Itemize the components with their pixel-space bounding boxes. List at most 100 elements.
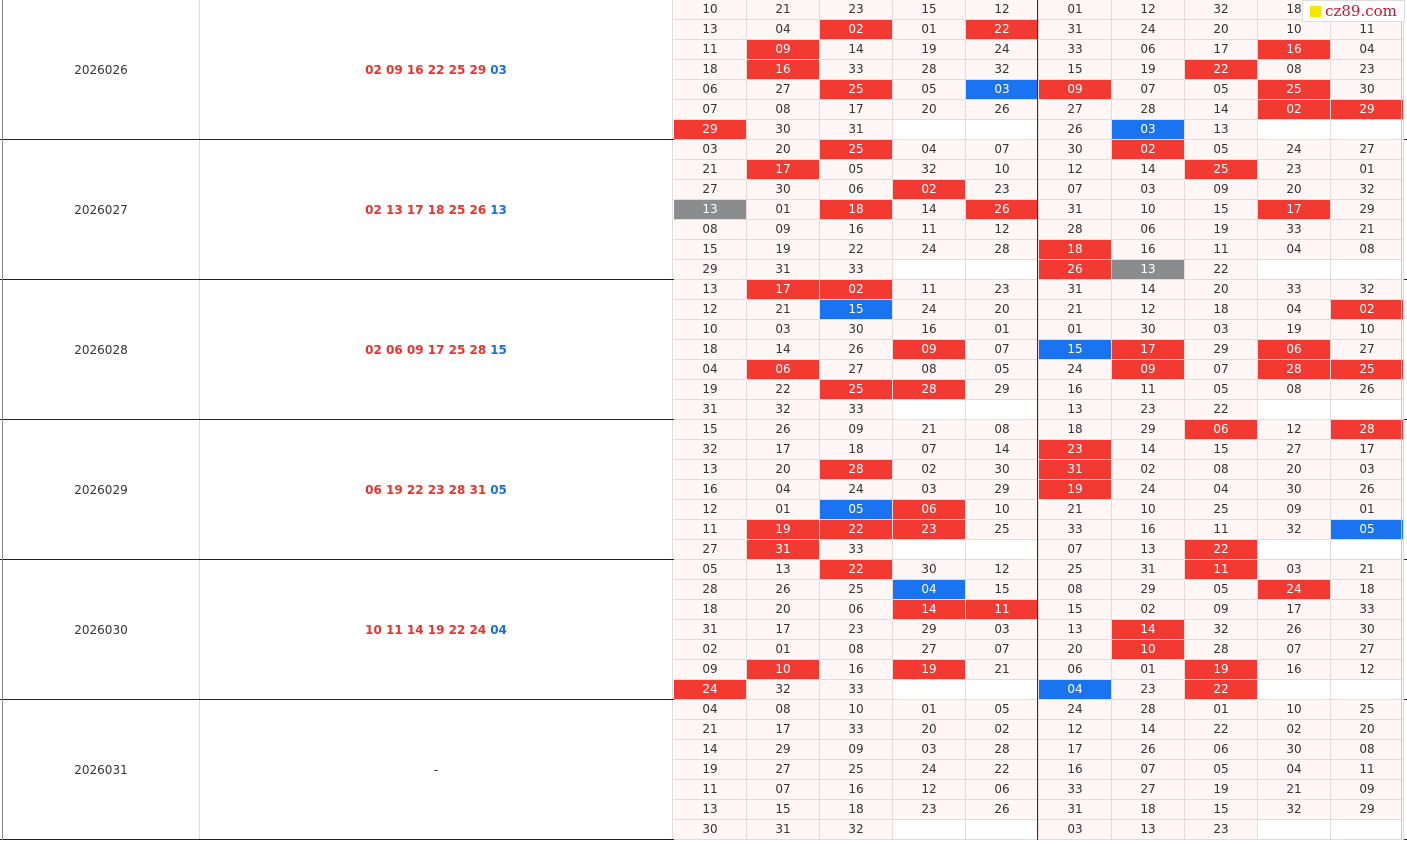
grid-cell: 05 bbox=[1185, 580, 1258, 600]
grid-cell: 31 bbox=[820, 120, 893, 140]
grid-cell: 17 bbox=[747, 160, 820, 180]
grid-cell: 25 bbox=[820, 380, 893, 400]
grid-cell: 23 bbox=[1112, 680, 1185, 700]
grid-cell: 25 bbox=[1331, 700, 1404, 720]
grid-cell bbox=[966, 540, 1039, 560]
grid-cell: 07 bbox=[1112, 80, 1185, 100]
grid-cell: 04 bbox=[1258, 300, 1331, 320]
grid-cell bbox=[893, 260, 966, 280]
grid-cell: 07 bbox=[1185, 360, 1258, 380]
grid-cell: 26 bbox=[1039, 260, 1112, 280]
row-left-border bbox=[2, 560, 3, 700]
grid-cell: 03 bbox=[1185, 320, 1258, 340]
grid-cell: 25 bbox=[820, 140, 893, 160]
red-balls: 02 09 16 22 25 29 bbox=[365, 62, 487, 77]
grid-cell: 23 bbox=[820, 620, 893, 640]
grid-cell: 07 bbox=[1039, 180, 1112, 200]
grid-cell: 22 bbox=[820, 560, 893, 580]
grid-cell: 18 bbox=[1112, 800, 1185, 820]
grid-cell: 23 bbox=[1112, 400, 1185, 420]
grid-cell: 10 bbox=[1331, 320, 1404, 340]
site-watermark[interactable]: cz89.com bbox=[1302, 0, 1405, 22]
grid-cell: 05 bbox=[1185, 140, 1258, 160]
grid-cell: 32 bbox=[820, 820, 893, 840]
grid-cell: 08 bbox=[1258, 380, 1331, 400]
grid-cell: 23 bbox=[1258, 160, 1331, 180]
grid-cell: 15 bbox=[820, 300, 893, 320]
grid-cell: 17 bbox=[747, 280, 820, 300]
grid-cell: 04 bbox=[674, 360, 747, 380]
grid-cell: 20 bbox=[1258, 460, 1331, 480]
red-balls: 10 11 14 19 22 24 bbox=[365, 622, 487, 637]
grid-cell: 01 bbox=[747, 640, 820, 660]
grid-cell: 16 bbox=[674, 480, 747, 500]
grid-cell: 04 bbox=[1039, 680, 1112, 700]
grid-cell: 02 bbox=[820, 20, 893, 40]
grid-cell: 22 bbox=[820, 520, 893, 540]
grid-cell: 33 bbox=[1039, 40, 1112, 60]
grid-cell: 01 bbox=[1331, 160, 1404, 180]
grid-cell: 12 bbox=[966, 220, 1039, 240]
grid-cell: 11 bbox=[893, 280, 966, 300]
grid-cell: 09 bbox=[1185, 180, 1258, 200]
grid-cell: 26 bbox=[1331, 380, 1404, 400]
row-left-border bbox=[2, 280, 3, 420]
grid-cell: 30 bbox=[1112, 320, 1185, 340]
grid-cell: 19 bbox=[674, 380, 747, 400]
grid-cell: 17 bbox=[1112, 340, 1185, 360]
grid-cell bbox=[966, 120, 1039, 140]
grid-cell: 07 bbox=[966, 340, 1039, 360]
grid-cell bbox=[966, 680, 1039, 700]
grid-cell: 24 bbox=[1258, 140, 1331, 160]
grid-cell bbox=[1258, 400, 1331, 420]
blue-ball: 05 bbox=[490, 482, 507, 497]
grid-cell: 12 bbox=[1258, 420, 1331, 440]
grid-cell: 27 bbox=[1331, 340, 1404, 360]
grid-cell: 13 bbox=[674, 280, 747, 300]
grid-cell: 02 bbox=[893, 460, 966, 480]
grid-cell: 33 bbox=[1039, 520, 1112, 540]
grid-cell: 26 bbox=[966, 200, 1039, 220]
grid-cell bbox=[966, 260, 1039, 280]
grid-cell: 22 bbox=[1185, 400, 1258, 420]
grid-cell: 27 bbox=[1331, 640, 1404, 660]
grid-cell: 24 bbox=[893, 300, 966, 320]
grid-cell: 15 bbox=[893, 0, 966, 20]
grid-cell: 26 bbox=[747, 580, 820, 600]
grid-cell: 11 bbox=[674, 40, 747, 60]
grid-cell: 08 bbox=[747, 700, 820, 720]
grid-cell: 16 bbox=[893, 320, 966, 340]
grid-cell: 01 bbox=[966, 320, 1039, 340]
grid-cell: 28 bbox=[1331, 420, 1404, 440]
draw-placeholder: - bbox=[433, 762, 439, 777]
grid-cell: 26 bbox=[966, 100, 1039, 120]
grid-cell bbox=[1258, 260, 1331, 280]
grid-cell: 32 bbox=[1185, 620, 1258, 640]
grid-cell: 14 bbox=[1185, 100, 1258, 120]
grid-cell: 30 bbox=[1331, 80, 1404, 100]
grid-cell: 33 bbox=[820, 540, 893, 560]
grid-cell: 22 bbox=[966, 20, 1039, 40]
grid-cell: 31 bbox=[1039, 20, 1112, 40]
grid-cell: 04 bbox=[747, 20, 820, 40]
grid-cell: 12 bbox=[1039, 720, 1112, 740]
grid-cell: 11 bbox=[674, 780, 747, 800]
grid-cell: 21 bbox=[1331, 220, 1404, 240]
number-grid: 13 17 02 11 23 31 14 20 33 32 12 21 15 24 20 21 12 18 04 02… bbox=[674, 280, 1404, 420]
grid-cell: 03 bbox=[1112, 120, 1185, 140]
grid-cell: 33 bbox=[1258, 280, 1331, 300]
grid-cell: 20 bbox=[1185, 20, 1258, 40]
grid-cell: 23 bbox=[966, 180, 1039, 200]
grid-cell: 18 bbox=[1039, 240, 1112, 260]
grid-cell: 14 bbox=[820, 40, 893, 60]
grid-cell bbox=[1331, 680, 1404, 700]
grid-cell: 09 bbox=[1039, 80, 1112, 100]
grid-cell: 17 bbox=[1039, 740, 1112, 760]
grid-cell: 06 bbox=[1112, 220, 1185, 240]
grid-cell bbox=[1258, 540, 1331, 560]
grid-cell: 33 bbox=[820, 680, 893, 700]
grid-cell: 27 bbox=[893, 640, 966, 660]
grid-cell: 10 bbox=[966, 500, 1039, 520]
grid-cell: 08 bbox=[820, 640, 893, 660]
blue-ball: 03 bbox=[490, 62, 507, 77]
